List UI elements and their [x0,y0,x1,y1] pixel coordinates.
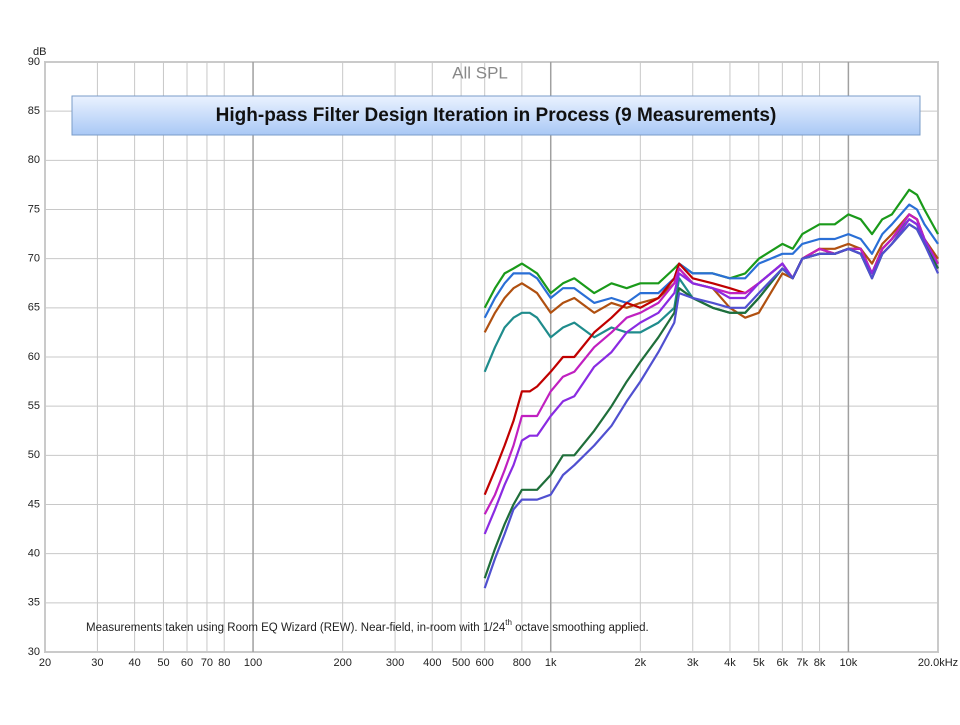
x-tick-label: 7k [796,657,808,669]
x-tick-label: 5k [753,657,765,669]
x-tick-label: 80 [218,657,230,669]
annotation-part: octave smoothing applied. [512,622,649,634]
x-tick-label: 300 [386,657,404,669]
x-tick-label: 20 [39,657,51,669]
x-tick-label: 500 [452,657,470,669]
y-tick-label: 80 [28,154,40,166]
x-tick-label: 70 [201,657,213,669]
x-tick-label: 4k [724,657,736,669]
subtitle: All SPL [452,63,508,82]
series-line [483,218,939,535]
x-tick-label: 8k [814,657,826,669]
y-unit: dB [33,46,46,58]
y-tick-label: 70 [28,253,40,265]
y-tick-label: 40 [28,548,40,560]
series-line [483,203,939,319]
x-tick-label: 800 [513,657,531,669]
annotation-part: Measurements taken using Room EQ Wizard … [86,622,506,634]
chart-title: High-pass Filter Design Iteration in Pro… [216,105,777,126]
y-tick-label: 35 [28,597,40,609]
y-tick-label: 55 [28,400,40,412]
y-tick-label: 60 [28,351,40,363]
y-tick-label: 30 [28,646,40,658]
y-tick-label: 90 [28,56,40,68]
x-tick-label: 1k [545,657,557,669]
y-tick-label: 45 [28,498,40,510]
x-tick-label: 30 [91,657,103,669]
x-tick-label: 40 [128,657,140,669]
grid [44,61,939,653]
series-lines [483,188,939,589]
x-tick-label: 600 [476,657,494,669]
x-tick-label: 10k [840,657,858,669]
x-tick-label: 60 [181,657,193,669]
y-tick-label: 85 [28,105,40,117]
x-tick-label: 20.0kHz [918,657,958,669]
x-tick-label: 200 [333,657,351,669]
y-tick-label: 50 [28,449,40,461]
x-tick-label: 100 [244,657,262,669]
y-tick-label: 75 [28,203,40,215]
annotation-sup: th [505,618,512,627]
x-tick-label: 6k [777,657,789,669]
x-tick-label: 3k [687,657,699,669]
x-tick-label: 400 [423,657,441,669]
y-tick-label: 65 [28,302,40,314]
x-tick-label: 2k [635,657,647,669]
title-box [71,95,921,136]
x-tick-label: 50 [157,657,169,669]
series-line [483,223,939,589]
annotation: Measurements taken using Room EQ Wizard … [86,618,649,634]
